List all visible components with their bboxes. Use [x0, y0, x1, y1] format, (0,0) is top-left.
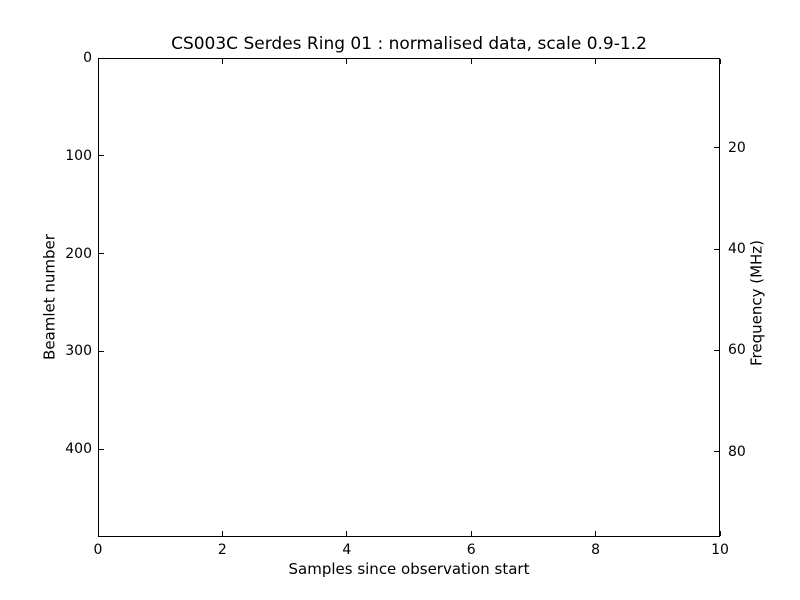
y-right-tick-label: 80: [728, 443, 746, 460]
x-tick-mark-bottom: [719, 531, 721, 536]
y-right-tick-mark: [714, 349, 719, 351]
x-tick-mark-top: [97, 59, 99, 64]
plot-title: CS003C Serdes Ring 01 : normalised data,…: [171, 34, 647, 54]
y-left-tick-mark: [99, 155, 104, 157]
y-left-tick-mark: [99, 57, 104, 59]
x-tick-label: 0: [93, 542, 103, 558]
y-right-tick-label: 60: [728, 342, 746, 359]
x-tick-mark-top: [595, 59, 597, 64]
x-tick-mark-top: [719, 59, 721, 64]
y-right-tick-mark: [714, 147, 719, 149]
x-tick-mark-top: [346, 59, 348, 64]
y-axis-label-left: Beamlet number: [40, 234, 59, 360]
x-tick-mark-bottom: [595, 531, 597, 536]
y-left-tick-label: 400: [65, 441, 92, 458]
plot-area: [98, 58, 720, 537]
y-right-tick-label: 40: [728, 241, 746, 258]
x-tick-label: 2: [217, 542, 227, 558]
x-tick-mark-top: [221, 59, 223, 64]
x-tick-mark-top: [470, 59, 472, 64]
x-axis-label: Samples since observation start: [288, 560, 530, 578]
y-right-tick-mark: [714, 451, 719, 453]
x-tick-mark-bottom: [470, 531, 472, 536]
y-left-tick-label: 200: [65, 245, 92, 262]
x-tick-mark-bottom: [221, 531, 223, 536]
x-tick-mark-bottom: [346, 531, 348, 536]
x-tick-label: 4: [342, 542, 352, 558]
y-left-tick-label: 0: [83, 50, 92, 66]
y-left-tick-mark: [99, 350, 104, 352]
x-tick-label: 8: [591, 542, 601, 558]
y-left-tick-mark: [99, 448, 104, 450]
x-tick-label: 10: [711, 542, 729, 558]
x-tick-mark-bottom: [97, 531, 99, 536]
x-tick-label: 6: [466, 542, 476, 558]
y-right-tick-mark: [714, 248, 719, 250]
y-left-tick-label: 300: [65, 343, 92, 360]
y-left-tick-label: 100: [65, 147, 92, 164]
y-axis-label-right: Frequency (MHz): [747, 239, 766, 367]
y-right-tick-label: 20: [728, 139, 746, 156]
y-left-tick-mark: [99, 253, 104, 254]
